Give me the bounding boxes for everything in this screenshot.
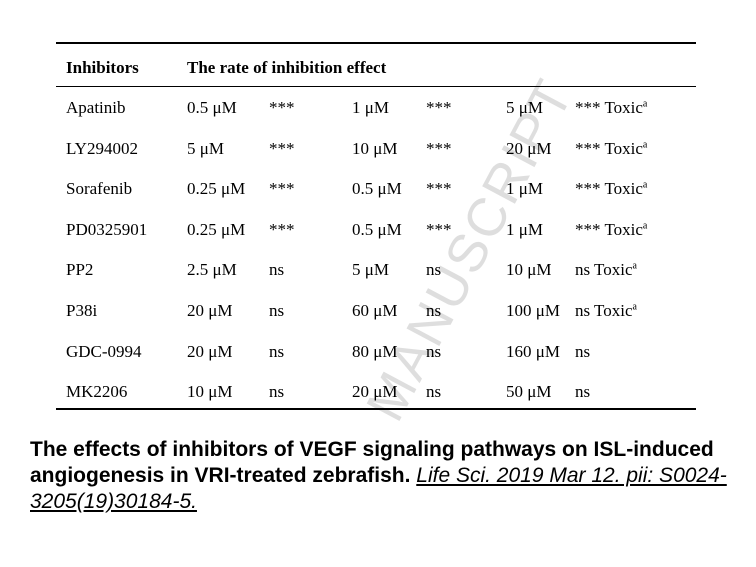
- toxic-footnote-marker: a: [642, 138, 648, 150]
- dose-2: 5 μM: [352, 260, 389, 280]
- table-top-rule: [56, 42, 696, 44]
- significance-3: *** Toxica: [575, 179, 648, 199]
- toxic-footnote-marker: a: [642, 179, 648, 191]
- table-bottom-rule: [56, 408, 696, 410]
- inhibitor-name: Sorafenib: [66, 179, 133, 199]
- dose-3: 10 μM: [506, 260, 552, 280]
- significance-2: ns: [426, 382, 442, 402]
- significance-2: ***: [426, 179, 452, 199]
- dose-1: 20 μM: [187, 301, 233, 320]
- significance-1: ns: [269, 301, 285, 320]
- significance-1: ***: [269, 98, 295, 117]
- significance-2: ***: [426, 98, 452, 117]
- table-header-rule: [56, 86, 696, 87]
- header-inhibitors: Inhibitors: [66, 58, 139, 77]
- inhibitor-table: Inhibitors The rate of inhibition effect…: [56, 42, 696, 412]
- citation-link[interactable]: Life Sci. 2019 Mar 12. pii: S0024-3205(1…: [30, 464, 727, 513]
- significance-1: ***: [269, 219, 295, 239]
- significance-2: ***: [426, 219, 452, 239]
- significance-3: *** Toxica: [575, 98, 648, 117]
- significance-1: ns: [269, 341, 285, 361]
- significance-3: ns Toxica: [575, 301, 637, 320]
- significance-1: ***: [269, 138, 295, 158]
- dose-3: 1 μM: [506, 179, 543, 199]
- inhibitor-name: MK2206: [66, 382, 128, 402]
- dose-2: 0.5 μM: [352, 219, 402, 239]
- inhibitor-name: Apatinib: [66, 98, 126, 117]
- dose-2: 10 μM: [352, 138, 398, 158]
- significance-3: *** Toxica: [575, 138, 648, 158]
- dose-2: 1 μM: [352, 98, 389, 117]
- significance-3: *** Toxica: [575, 219, 648, 239]
- inhibitor-name: LY294002: [66, 138, 138, 158]
- dose-1: 2.5 μM: [187, 260, 237, 280]
- significance-2: ns: [426, 341, 442, 361]
- significance-3: ns Toxica: [575, 260, 637, 280]
- dose-1: 0.25 μM: [187, 219, 246, 239]
- dose-3: 100 μM: [506, 301, 560, 320]
- caption-title: The effects of inhibitors of VEGF signal…: [30, 438, 714, 487]
- significance-1: ***: [269, 179, 295, 199]
- inhibitor-name: GDC-0994: [66, 341, 142, 361]
- dose-3: 5 μM: [506, 98, 543, 117]
- significance-2: ns: [426, 301, 442, 320]
- dose-1: 20 μM: [187, 341, 233, 361]
- significance-2: ***: [426, 138, 452, 158]
- dose-3: 50 μM: [506, 382, 552, 402]
- dose-1: 0.25 μM: [187, 179, 246, 199]
- toxic-footnote-marker: a: [632, 260, 637, 272]
- dose-1: 0.5 μM: [187, 98, 237, 117]
- dose-2: 60 μM: [352, 301, 398, 320]
- significance-3: ns: [575, 382, 591, 402]
- toxic-footnote-marker: a: [632, 301, 637, 313]
- dose-3: 160 μM: [506, 341, 560, 361]
- dose-2: 20 μM: [352, 382, 398, 402]
- significance-1: ns: [269, 382, 285, 402]
- inhibitor-name: PP2: [66, 260, 94, 280]
- significance-3: ns: [575, 341, 591, 361]
- dose-2: 0.5 μM: [352, 179, 402, 199]
- dose-3: 1 μM: [506, 219, 543, 239]
- significance-1: ns: [269, 260, 285, 280]
- toxic-footnote-marker: a: [642, 98, 648, 110]
- dose-3: 20 μM: [506, 138, 552, 158]
- significance-2: ns: [426, 260, 442, 280]
- inhibitor-name: P38i: [66, 301, 98, 320]
- dose-1: 10 μM: [187, 382, 233, 402]
- inhibitor-name: PD0325901: [66, 219, 148, 239]
- dose-1: 5 μM: [187, 138, 224, 158]
- toxic-footnote-marker: a: [642, 220, 648, 232]
- header-inhibition-rate: The rate of inhibition effect: [187, 58, 387, 77]
- figure-caption: The effects of inhibitors of VEGF signal…: [30, 437, 730, 515]
- dose-2: 80 μM: [352, 341, 398, 361]
